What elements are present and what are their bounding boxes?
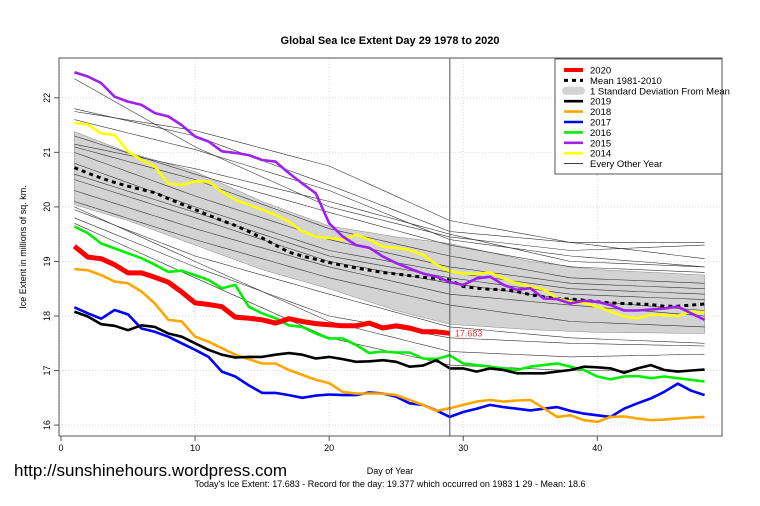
legend-label: 2020	[590, 66, 611, 77]
other-year-line	[74, 209, 705, 344]
y-tick-label: 18	[42, 311, 52, 321]
x-tick-label: 10	[190, 443, 200, 453]
other-year-line	[74, 206, 705, 358]
legend-label: 2016	[590, 128, 611, 139]
y-axis-label: Ice Extent in millions of sq. km.	[18, 185, 28, 309]
legend-label: 2014	[590, 149, 611, 160]
legend-label: 2017	[590, 118, 611, 129]
series-line-2020	[72, 244, 451, 336]
watermark-url: http://sunshinehours.wordpress.com	[14, 461, 287, 480]
legend-box	[554, 58, 723, 175]
plot-frame	[58, 57, 723, 437]
series-lines	[72, 70, 706, 424]
other-year-line	[74, 146, 705, 284]
y-tick-label: 19	[42, 256, 52, 266]
legend-label: Mean 1981-2010	[590, 76, 662, 87]
series-line-2018	[74, 267, 705, 424]
y-tick-label: 22	[42, 93, 52, 103]
other-year-line	[74, 78, 705, 251]
x-tick-label: 30	[458, 443, 468, 453]
other-year-line	[74, 108, 705, 259]
other-year-line	[74, 135, 705, 273]
x-tick-label: 20	[324, 443, 334, 453]
legend-label: 2019	[590, 97, 611, 108]
other-year-line	[74, 152, 705, 289]
x-axis-label: Day of Year	[367, 466, 414, 476]
other-year-line	[74, 111, 705, 243]
x-tick-label: 0	[59, 443, 64, 453]
footer-stats: Today's Ice Extent: 17.683 - Record for …	[195, 479, 586, 489]
other-years	[74, 78, 705, 371]
y-tick-label: 17	[42, 366, 52, 376]
other-year-line	[74, 173, 705, 300]
other-year-line	[74, 201, 705, 328]
y-tick-label: 16	[42, 420, 52, 430]
legend-swatch	[562, 86, 585, 95]
x-tick-label: 40	[592, 443, 602, 453]
legend-label: 1 Standard Deviation From Mean	[590, 86, 730, 97]
other-year-line	[74, 119, 705, 268]
axes: 17.683 0 10 20 30 40 16 17 18 19 20 21 22	[42, 57, 723, 453]
legend-label: 2018	[590, 107, 611, 118]
current-value-label: 17.683	[455, 328, 483, 338]
sd-band-area	[74, 131, 705, 334]
y-tick-label: 20	[42, 202, 52, 212]
legend-label: Every Other Year	[590, 159, 662, 170]
legend-label: 2015	[590, 138, 611, 149]
sd-band	[74, 131, 705, 334]
other-year-line	[74, 163, 705, 295]
chart-title: Global Sea Ice Extent Day 29 1978 to 202…	[281, 35, 500, 47]
series-line-2014	[74, 121, 705, 320]
series-line-2016	[73, 225, 705, 383]
series-line-2019	[73, 310, 705, 375]
series-line-2015	[74, 70, 706, 321]
y-tick-label: 21	[42, 147, 52, 157]
other-year-line	[74, 143, 705, 268]
